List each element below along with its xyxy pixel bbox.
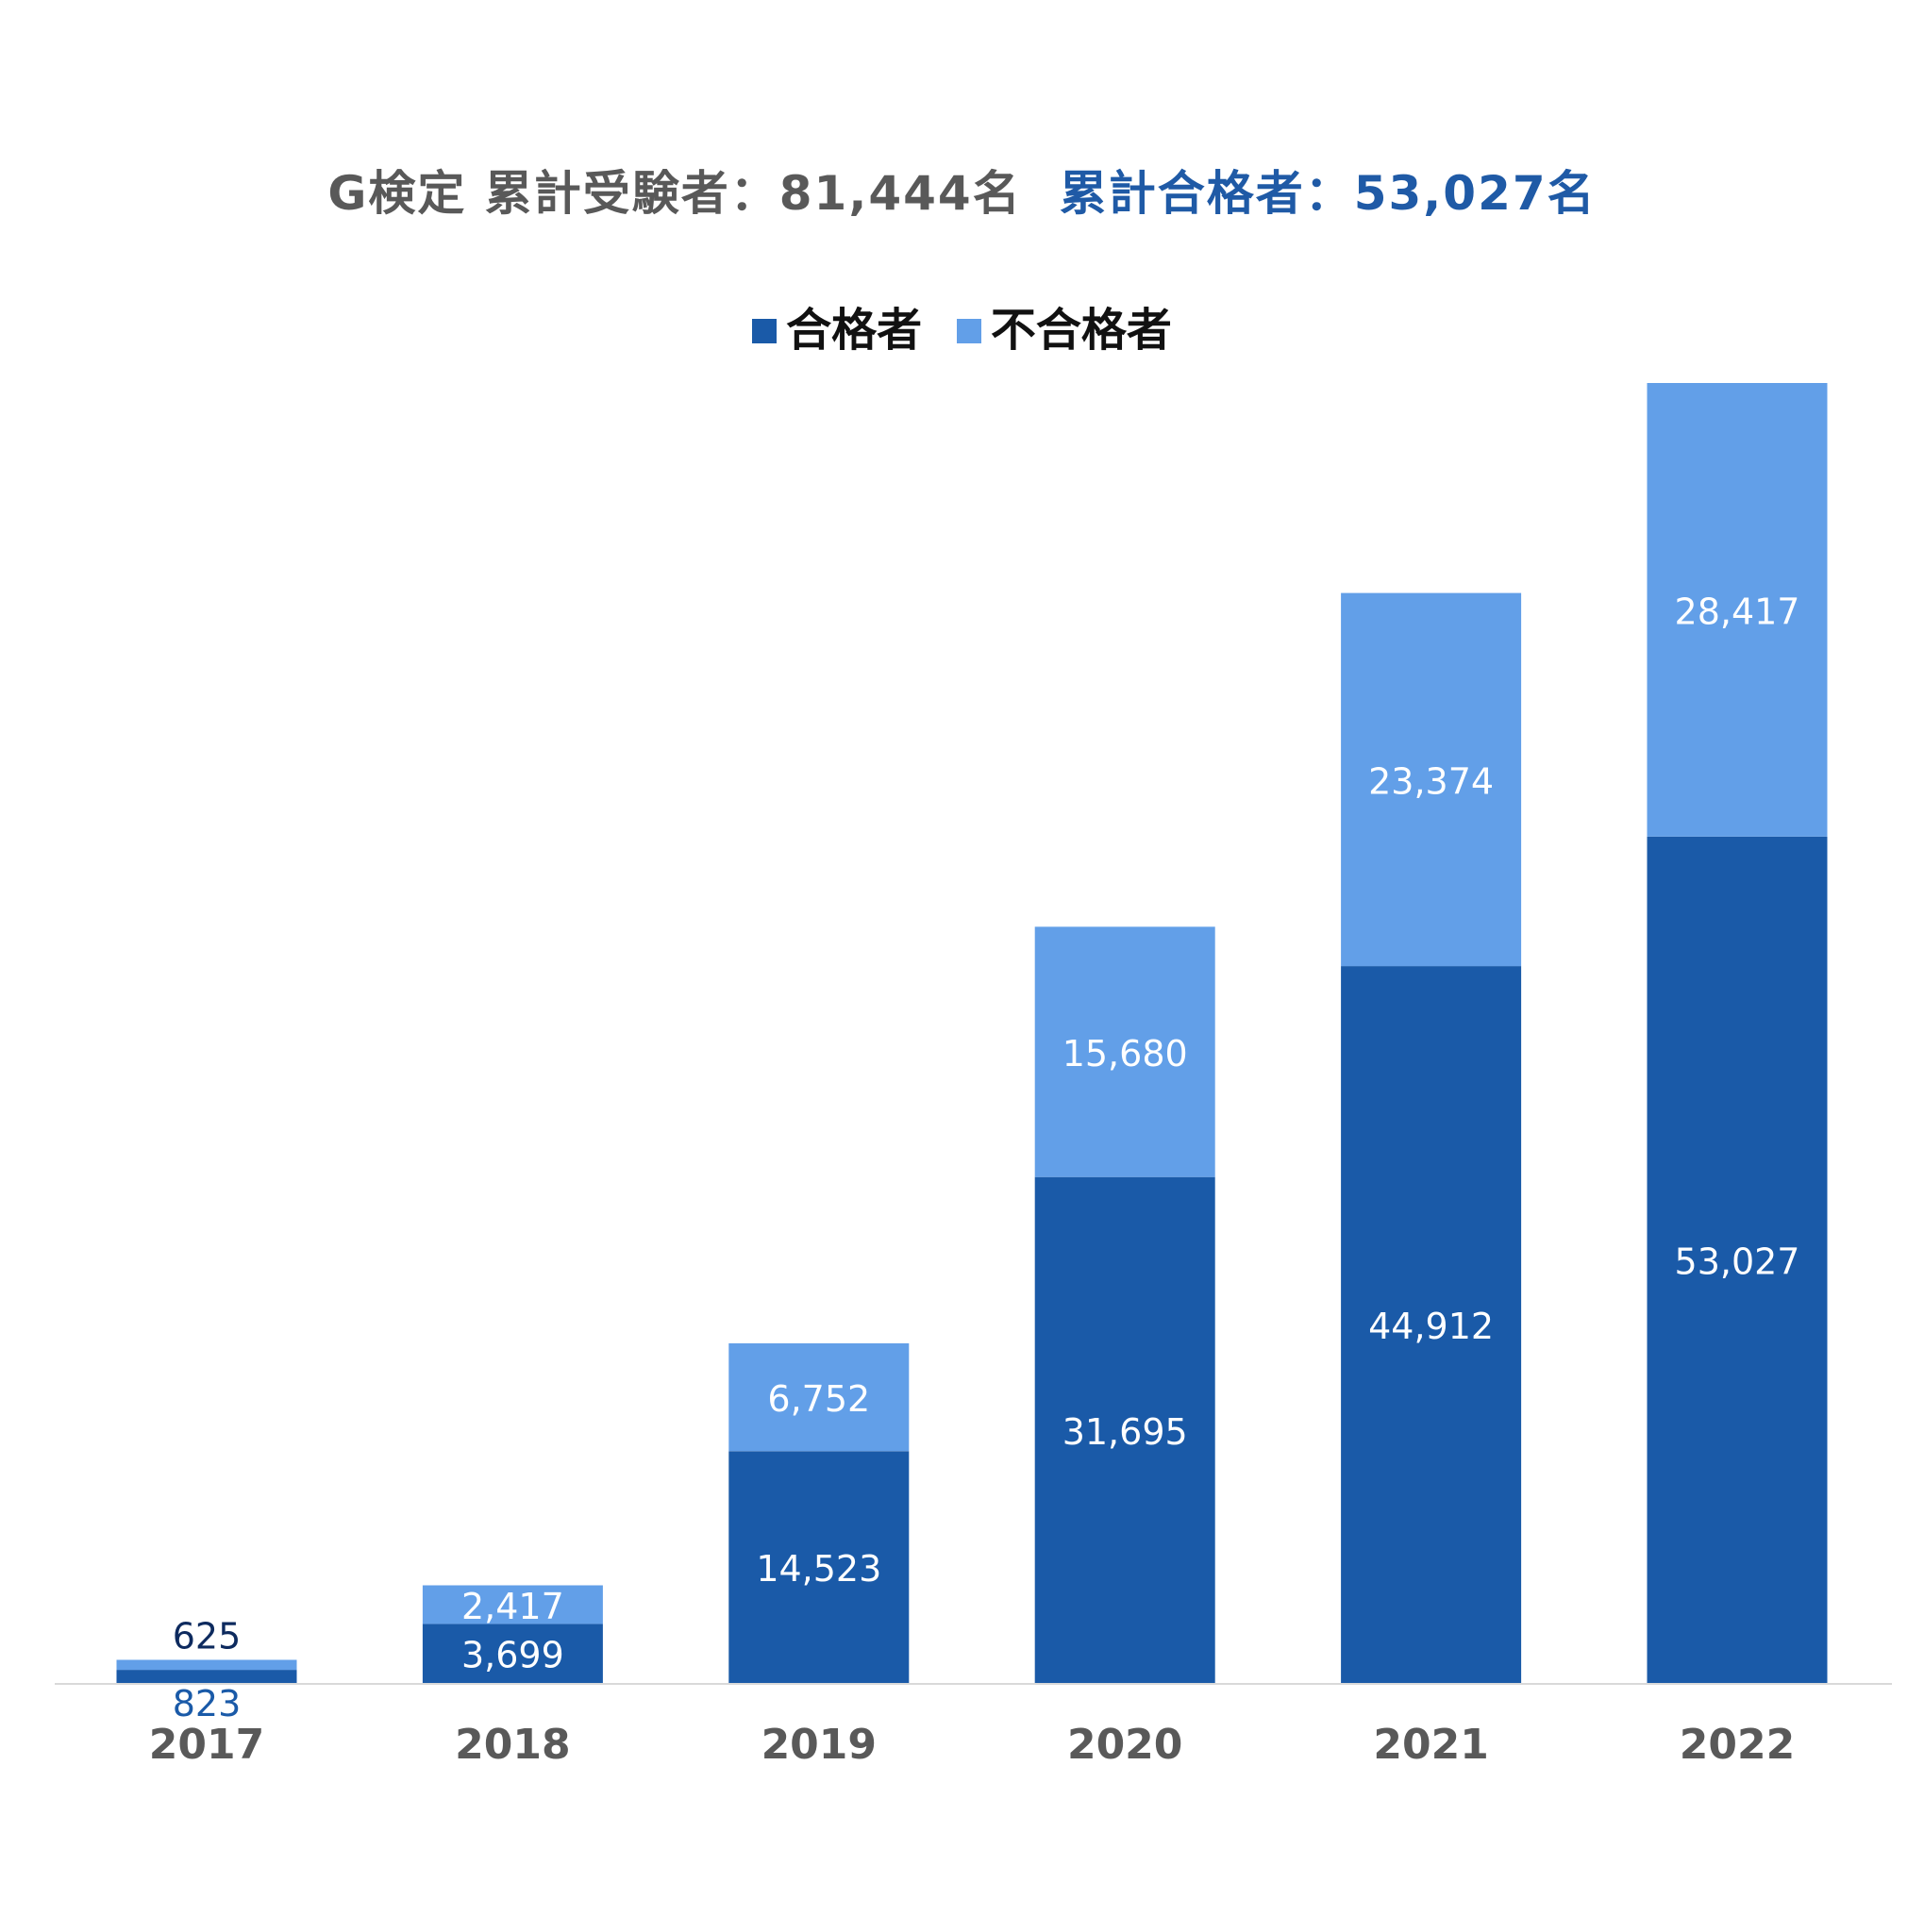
bar-failed-2017: [116, 1659, 297, 1671]
data-label-passed-2019: 14,523: [756, 1548, 881, 1590]
data-label-passed-2022: 53,027: [1675, 1241, 1800, 1282]
legend-swatch-failed: [956, 319, 981, 343]
bar-passed-2020: [1034, 1176, 1215, 1683]
bar-failed-2019: [728, 1343, 910, 1452]
bar-failed-2022: [1647, 383, 1828, 837]
data-label-failed-2017: 625: [173, 1616, 242, 1657]
title-total-passers: 累計合格者：53,027名: [1059, 166, 1597, 221]
legend-label-failed: 不合格者: [990, 304, 1172, 357]
data-label-passed-2020: 31,695: [1062, 1411, 1188, 1453]
bar-failed-2020: [1034, 926, 1215, 1177]
legend-item-passed: 合格者: [752, 292, 922, 358]
x-tick-label-2019: 2019: [761, 1721, 877, 1769]
legend-item-failed: 不合格者: [956, 292, 1172, 358]
data-label-passed-2017: 823: [173, 1683, 242, 1724]
legend-label-passed: 合格者: [786, 304, 923, 357]
data-label-failed-2021: 23,374: [1368, 760, 1494, 802]
data-label-failed-2018: 2,417: [461, 1586, 564, 1627]
data-label-failed-2020: 15,680: [1062, 1033, 1188, 1074]
x-tick-label-2020: 2020: [1067, 1721, 1182, 1769]
data-label-failed-2022: 28,417: [1675, 591, 1800, 632]
chart-title: G検定 累計受験者：81,444名 累計合格者：53,027名: [0, 156, 1924, 224]
data-label-passed-2018: 3,699: [461, 1635, 564, 1676]
data-label-passed-2021: 44,912: [1368, 1306, 1494, 1347]
bar-passed-2018: [422, 1624, 603, 1683]
chart-legend: 合格者 不合格者: [0, 292, 1924, 358]
bar-passed-2019: [728, 1451, 910, 1683]
x-tick-label-2021: 2021: [1373, 1721, 1488, 1769]
title-total-examinees: G検定 累計受験者：81,444名: [327, 166, 1022, 221]
data-label-failed-2019: 6,752: [767, 1378, 870, 1420]
bar-passed-2022: [1647, 836, 1828, 1683]
bar-passed-2017: [116, 1670, 297, 1683]
x-tick-label-2017: 2017: [149, 1721, 264, 1769]
bar-failed-2018: [422, 1585, 603, 1624]
bar-passed-2021: [1341, 966, 1522, 1683]
bar-failed-2021: [1341, 592, 1522, 967]
legend-swatch-passed: [752, 319, 778, 343]
x-tick-label-2018: 2018: [455, 1721, 570, 1769]
x-tick-label-2022: 2022: [1680, 1721, 1795, 1769]
